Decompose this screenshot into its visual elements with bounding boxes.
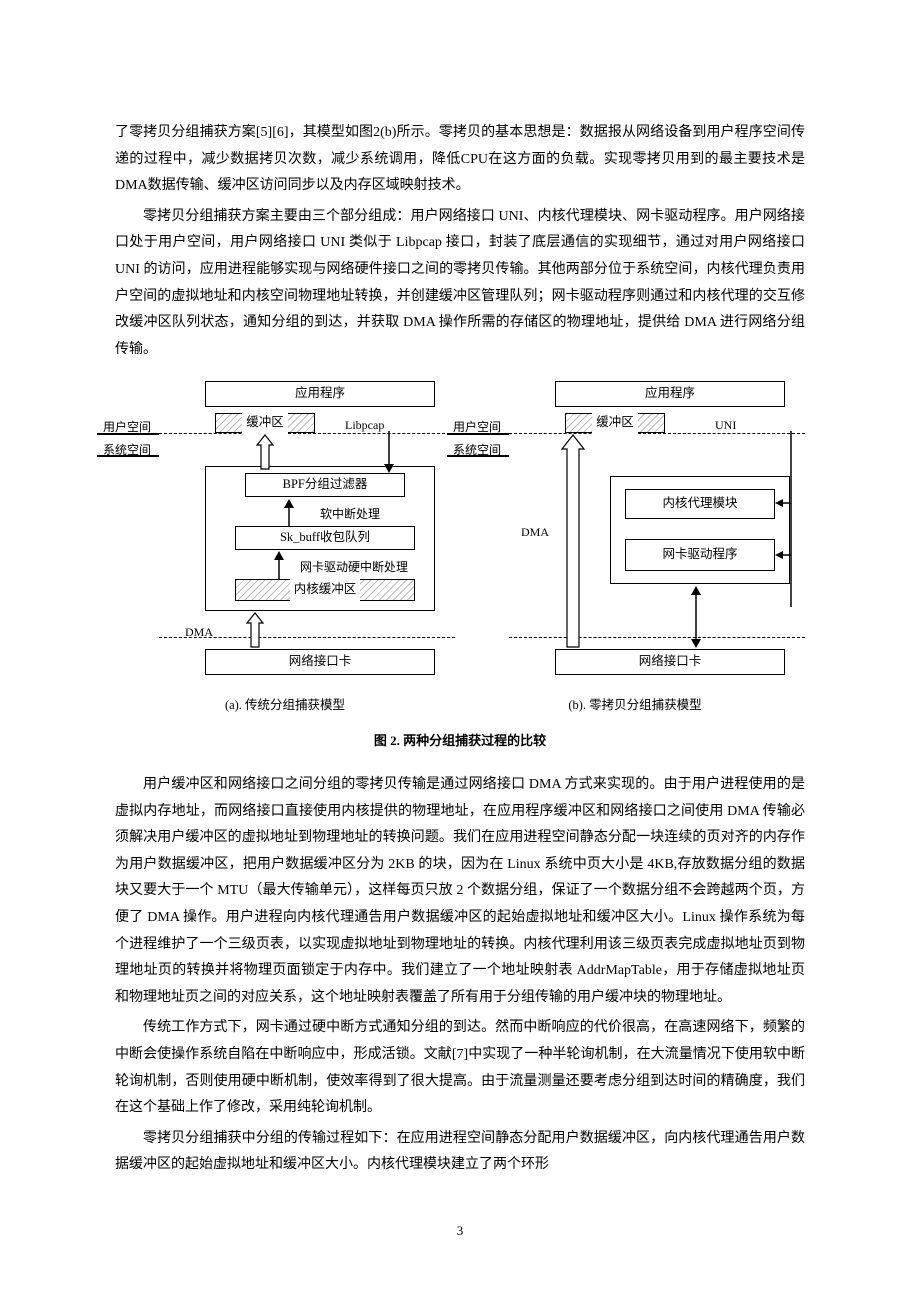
arrow-dma-big-icon bbox=[560, 435, 586, 647]
label-user-space-right: 用户空间 bbox=[453, 416, 501, 439]
box-app-right: 应用程序 bbox=[555, 381, 785, 407]
figure-2a: 用户空间 系统空间 DMA 应用程序 缓冲区 Libpcap BPF分组过滤器 … bbox=[115, 381, 455, 691]
arrow-into-kproxy-icon bbox=[775, 497, 791, 509]
box-kproxy: 内核代理模块 bbox=[625, 489, 775, 519]
paragraph-1: 了零拷贝分组捕获方案[5][6]，其模型如图2(b)所示。零拷贝的基本思想是：数… bbox=[115, 120, 805, 200]
paragraph-2: 零拷贝分组捕获方案主要由三个部分组成：用户网络接口 UNI、内核代理模块、网卡驱… bbox=[115, 204, 805, 364]
buffer-label-left: 缓冲区 bbox=[242, 411, 288, 435]
label-uni: UNI bbox=[715, 414, 736, 437]
arrow-skbuff-to-bpf-icon bbox=[283, 499, 295, 527]
box-nic-right: 网络接口卡 bbox=[555, 649, 785, 675]
sub-caption-a: (a). 传统分组捕获模型 bbox=[115, 694, 455, 718]
box-skbuff: Sk_buff收包队列 bbox=[235, 526, 415, 550]
paragraph-4: 传统工作方式下，网卡通过硬中断方式通知分组的到达。然而中断响应的代价很高，在高速… bbox=[115, 1015, 805, 1121]
arrow-bpf-to-buffer-icon bbox=[255, 435, 275, 469]
box-kbuf: 内核缓冲区 bbox=[235, 579, 415, 601]
figure-caption: 图 2. 两种分组捕获过程的比较 bbox=[115, 729, 805, 754]
arrow-kernel-nic-icon bbox=[690, 586, 702, 648]
label-system-space-right: 系统空间 bbox=[453, 439, 501, 462]
buffer-label-right: 缓冲区 bbox=[592, 411, 638, 435]
arrow-uni-to-kproxy-icon bbox=[785, 431, 797, 489]
label-hard-int: 网卡驱动硬中断处理 bbox=[300, 556, 408, 579]
arrow-nic-to-kbuf-icon bbox=[245, 613, 265, 647]
arrow-libpcap-to-bpf-icon bbox=[383, 431, 395, 473]
label-user-space-left: 用户空间 bbox=[103, 416, 151, 439]
box-driver: 网卡驱动程序 bbox=[625, 539, 775, 571]
box-nic-left: 网络接口卡 bbox=[205, 649, 435, 675]
label-dma-left: DMA bbox=[185, 621, 213, 644]
box-buffer-right: 缓冲区 bbox=[565, 413, 665, 433]
kbuf-label: 内核缓冲区 bbox=[290, 578, 361, 602]
sub-caption-b: (b). 零拷贝分组捕获模型 bbox=[465, 694, 805, 718]
label-system-space-left: 系统空间 bbox=[103, 439, 151, 462]
figure-2b: 用户空间 系统空间 DMA 应用程序 缓冲区 UNI 内核代理模块 网卡驱动程序… bbox=[465, 381, 805, 691]
box-buffer-left: 缓冲区 bbox=[215, 413, 315, 433]
page-number: 3 bbox=[115, 1219, 805, 1244]
arrow-into-driver-icon bbox=[775, 549, 791, 561]
label-soft-int: 软中断处理 bbox=[320, 503, 380, 526]
box-bpf: BPF分组过滤器 bbox=[245, 473, 405, 497]
box-app-left: 应用程序 bbox=[205, 381, 435, 407]
paragraph-3: 用户缓冲区和网络接口之间分组的零拷贝传输是通过网络接口 DMA 方式来实现的。由… bbox=[115, 772, 805, 1011]
arrow-kbuf-to-skbuff-icon bbox=[273, 551, 285, 579]
figure-2: 用户空间 系统空间 DMA 应用程序 缓冲区 Libpcap BPF分组过滤器 … bbox=[115, 381, 805, 691]
label-dma-right: DMA bbox=[521, 521, 549, 544]
label-libpcap: Libpcap bbox=[345, 414, 384, 437]
paragraph-5: 零拷贝分组捕获中分组的传输过程如下：在应用进程空间静态分配用户数据缓冲区，向内核… bbox=[115, 1126, 805, 1179]
